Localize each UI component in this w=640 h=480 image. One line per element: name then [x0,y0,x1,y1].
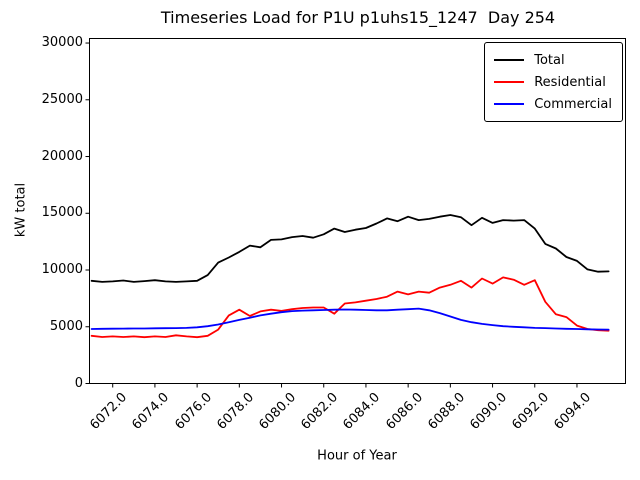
legend-label: Total [534,52,565,68]
y-tick-label: 15000 [41,205,83,221]
legend-entry-total: Total [494,49,612,71]
series-line-residential [90,276,610,339]
y-tick-label: 0 [74,375,83,391]
y-tick-label: 5000 [49,318,83,334]
chart-title: Timeseries Load for P1U p1uhs15_1247 Day… [160,8,556,27]
series-line-total [90,214,610,283]
legend-line-sample [494,103,525,105]
legend: Total Residential Commercial [484,42,623,122]
y-axis-label: kW total [13,182,29,238]
y-tick-label: 10000 [41,262,83,277]
y-tick-label: 20000 [41,148,83,164]
legend-entry-residential: Residential [494,71,612,93]
series-line-commercial [90,307,610,331]
legend-line-sample [494,81,525,83]
legend-label: Residential [534,74,606,90]
legend-line-sample [494,59,525,61]
y-tick-label: 25000 [41,91,83,107]
legend-entry-commercial: Commercial [494,93,612,115]
legend-label: Commercial [534,96,612,112]
x-axis-label: Hour of Year [317,448,397,464]
plot-border [89,38,626,384]
y-tick-label: 30000 [41,35,83,51]
